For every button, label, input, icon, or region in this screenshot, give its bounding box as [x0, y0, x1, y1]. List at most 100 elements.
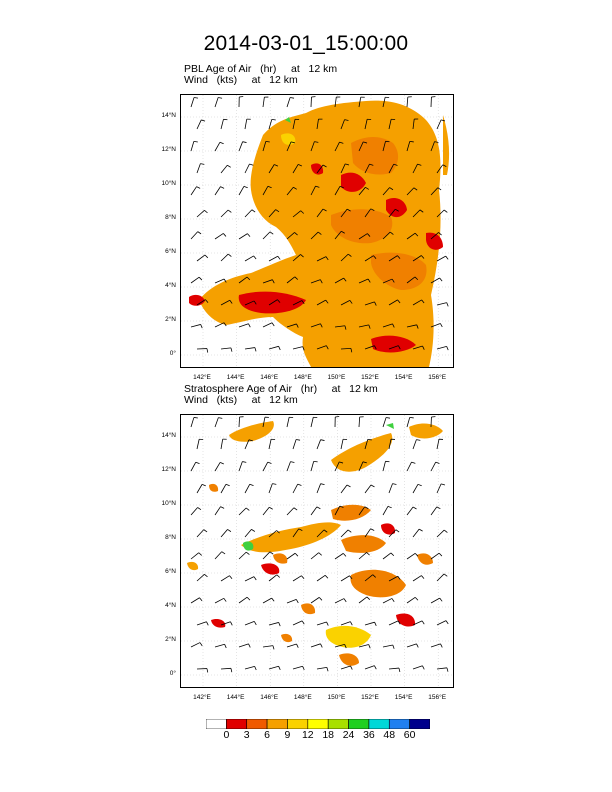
- wind-barb: [316, 483, 322, 494]
- wind-barb: [196, 621, 207, 626]
- wind-barb-flag: [322, 164, 327, 168]
- wind-barb: [238, 323, 249, 328]
- wind-barb-flag: [267, 185, 272, 189]
- wind-barb: [358, 141, 364, 152]
- wind-barb-flag: [198, 552, 202, 556]
- wind-barb: [190, 97, 195, 108]
- wind-barb-flag: [200, 324, 203, 329]
- wind-barb: [382, 231, 391, 240]
- wind-barb-flag: [370, 484, 375, 488]
- wind-barb: [268, 483, 273, 494]
- wind-barb-flag: [267, 461, 272, 464]
- wind-barb-flag: [201, 119, 206, 122]
- wind-barb-flag: [318, 597, 323, 601]
- wind-barb-flag: [439, 597, 443, 602]
- wind-barb: [292, 300, 303, 306]
- wind-barb-flag: [223, 598, 227, 602]
- wind-barb-flag: [275, 209, 280, 213]
- wind-barb: [382, 323, 393, 328]
- wind-barb: [388, 439, 392, 450]
- colorbar-swatch: [327, 718, 349, 730]
- wind-barb: [292, 346, 303, 350]
- wind-barb: [340, 163, 346, 174]
- wind-barb-flag: [373, 255, 377, 259]
- wind-barb: [292, 665, 303, 670]
- wind-barb: [388, 483, 393, 494]
- wind-barb: [238, 551, 247, 560]
- wind-barb: [268, 622, 279, 626]
- wind-barb-flag: [206, 348, 209, 353]
- wind-barb: [220, 484, 227, 494]
- wind-barb-flag: [397, 576, 401, 580]
- colorbar-swatch: [388, 718, 410, 730]
- wind-barb: [364, 439, 369, 450]
- wind-barb: [286, 461, 291, 472]
- wind-barb-flag: [391, 278, 395, 283]
- wind-barb-flag: [347, 529, 352, 533]
- wind-barb: [220, 253, 229, 262]
- wind-barb: [406, 97, 409, 108]
- wind-barb-flag: [346, 484, 351, 488]
- wind-barb-flag: [316, 506, 321, 510]
- wind-barb: [334, 141, 340, 152]
- wind-barb: [292, 483, 299, 494]
- wind-barb-flag: [271, 597, 275, 602]
- wind-barb: [436, 346, 447, 350]
- wind-barb: [430, 232, 439, 240]
- wind-barb-flag: [362, 461, 367, 464]
- x-tick-label: 146°E: [260, 374, 279, 381]
- wind-barb-flag: [326, 667, 329, 672]
- wind-barb: [220, 209, 229, 218]
- wind-barb-flag: [417, 163, 422, 166]
- wind-barb-flag: [419, 209, 424, 213]
- wind-barb: [196, 573, 205, 582]
- wind-barb-flag: [204, 210, 208, 214]
- panel1-subtitle: Wind (kts) at 12 km: [184, 74, 298, 86]
- wind-barb-flag: [339, 505, 344, 508]
- wind-barb: [238, 186, 245, 196]
- wind-barb: [268, 119, 273, 130]
- wind-barb-flag: [199, 642, 203, 647]
- wind-barb-flag: [434, 141, 439, 143]
- wind-barb: [412, 484, 419, 494]
- wind-barb-flag: [296, 439, 301, 441]
- wind-barb-flag: [295, 599, 299, 604]
- wind-barb: [244, 347, 255, 350]
- wind-barb: [196, 119, 202, 130]
- wind-barb-flag: [366, 552, 370, 556]
- wind-barbs-panel1: [190, 96, 449, 353]
- wind-barb: [286, 507, 295, 516]
- wind-barb: [340, 119, 345, 130]
- wind-barb: [286, 323, 297, 328]
- wind-barb: [406, 506, 414, 516]
- wind-barb: [340, 439, 344, 450]
- wind-barb: [190, 642, 201, 648]
- wind-barb-flag: [438, 232, 442, 236]
- wind-barb: [262, 141, 267, 152]
- wind-barb: [388, 119, 392, 130]
- wind-barb: [358, 596, 368, 604]
- wind-barb-flag: [254, 666, 257, 671]
- wind-barb-flag: [302, 346, 305, 351]
- wind-barb: [436, 255, 446, 262]
- wind-barb-flag: [367, 278, 371, 283]
- wind-barb-flag: [437, 187, 442, 191]
- y-tick-label: 8°N: [165, 534, 176, 541]
- wind-barb: [220, 347, 231, 350]
- wind-barb-flag: [290, 97, 295, 99]
- wind-barb-flag: [397, 299, 401, 304]
- wind-barb-flag: [392, 323, 395, 328]
- x-tick-label: 144°E: [226, 694, 245, 701]
- wind-barb: [412, 575, 422, 582]
- stratosphere-age-map: [180, 414, 454, 688]
- wind-barb-flag: [253, 300, 257, 305]
- wind-barb: [364, 255, 374, 262]
- wind-barb-flag: [271, 322, 275, 327]
- wind-barb-flag: [206, 621, 209, 626]
- wind-barb: [364, 163, 370, 174]
- wind-barb: [358, 644, 369, 648]
- y-tick-label: 2°N: [165, 636, 176, 643]
- wind-barb-flag: [317, 231, 322, 235]
- wind-barb: [244, 576, 255, 582]
- wind-barb-flag: [421, 575, 425, 579]
